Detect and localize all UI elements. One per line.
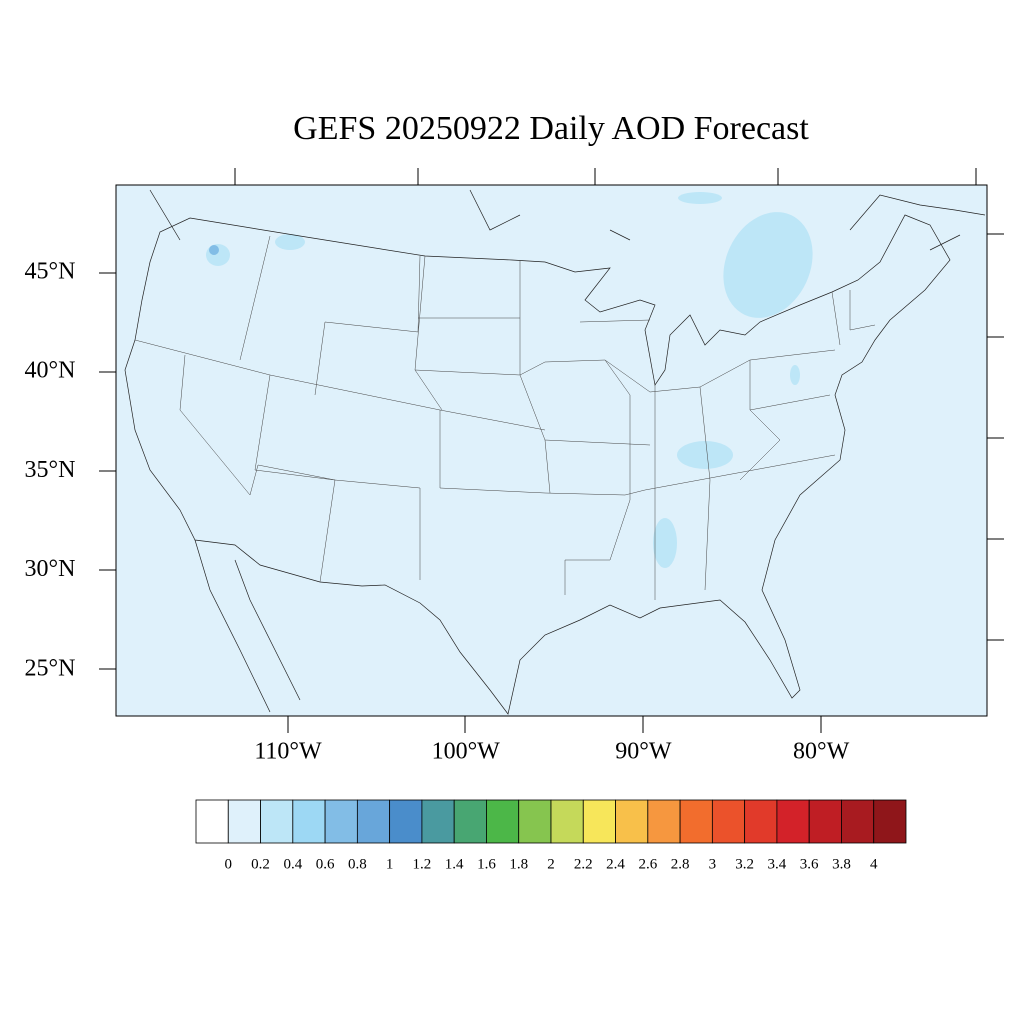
lon-label: 110°W <box>254 739 322 765</box>
colorbar-box <box>260 799 294 844</box>
baja <box>194 539 301 713</box>
colorbar-box <box>776 799 810 844</box>
colorbar-label: 1 <box>386 856 394 872</box>
colorbar-label: 3 <box>709 856 717 872</box>
lon-label: 100°W <box>432 739 501 765</box>
colorbar-box <box>453 799 487 844</box>
coastline <box>124 214 951 715</box>
colorbar-label: 1.6 <box>477 856 496 872</box>
colorbar-label: 4 <box>870 856 878 872</box>
colorbar-label: 0.8 <box>348 856 367 872</box>
colorbar-label: 0.6 <box>316 856 335 872</box>
colorbar-label: 1.8 <box>509 856 528 872</box>
lon-label: 80°W <box>793 739 850 765</box>
colorbar-box <box>744 799 778 844</box>
colorbar-label: 3.2 <box>735 856 754 872</box>
aod-patches <box>206 192 813 568</box>
colorbar-box <box>292 799 326 844</box>
colorbar-box <box>873 799 907 844</box>
map-frame <box>115 184 988 717</box>
lat-label: 30°N <box>25 556 76 582</box>
lon-label: 90°W <box>615 739 672 765</box>
colorbar-label: 0.2 <box>251 856 270 872</box>
colorbar-box <box>389 799 423 844</box>
colorbar-label: 2.2 <box>574 856 593 872</box>
colorbar-box <box>615 799 649 844</box>
colorbar-box <box>550 799 584 844</box>
aod-patch <box>209 245 219 255</box>
colorbar-box <box>324 799 358 844</box>
colorbar-box <box>486 799 520 844</box>
colorbar-box <box>195 799 229 844</box>
colorbar-label: 2.4 <box>606 856 625 872</box>
colorbar-box <box>647 799 681 844</box>
colorbar-box <box>841 799 875 844</box>
map <box>99 168 1004 733</box>
colorbar-label: 0 <box>225 856 233 872</box>
title: GEFS 20250922 Daily AOD Forecast <box>293 110 809 147</box>
canada-coast <box>149 189 986 251</box>
colorbar-box <box>582 799 616 844</box>
lat-label: 40°N <box>25 358 76 384</box>
colorbar-box <box>421 799 455 844</box>
colorbar-label: 2.8 <box>671 856 690 872</box>
lat-label: 35°N <box>25 457 76 483</box>
colorbar-box <box>808 799 842 844</box>
lat-label: 45°N <box>25 259 76 285</box>
colorbar-box <box>711 799 746 844</box>
colorbar-label: 0.4 <box>283 856 302 872</box>
colorbar-label: 1.2 <box>413 856 432 872</box>
colorbar-label: 3.6 <box>800 856 819 872</box>
colorbar-label: 3.4 <box>768 856 787 872</box>
colorbar-label: 3.8 <box>832 856 851 872</box>
colorbar-box <box>518 799 552 844</box>
map-ticks <box>99 168 1004 733</box>
state-lines <box>134 235 876 600</box>
colorbar-label: 1.4 <box>445 856 464 872</box>
colorbar-label: 2 <box>547 856 555 872</box>
lat-label: 25°N <box>25 655 76 681</box>
colorbar-box <box>227 799 261 844</box>
colorbar-box <box>356 799 391 844</box>
colorbar-label: 2.6 <box>638 856 657 872</box>
colorbar-box <box>679 799 713 844</box>
